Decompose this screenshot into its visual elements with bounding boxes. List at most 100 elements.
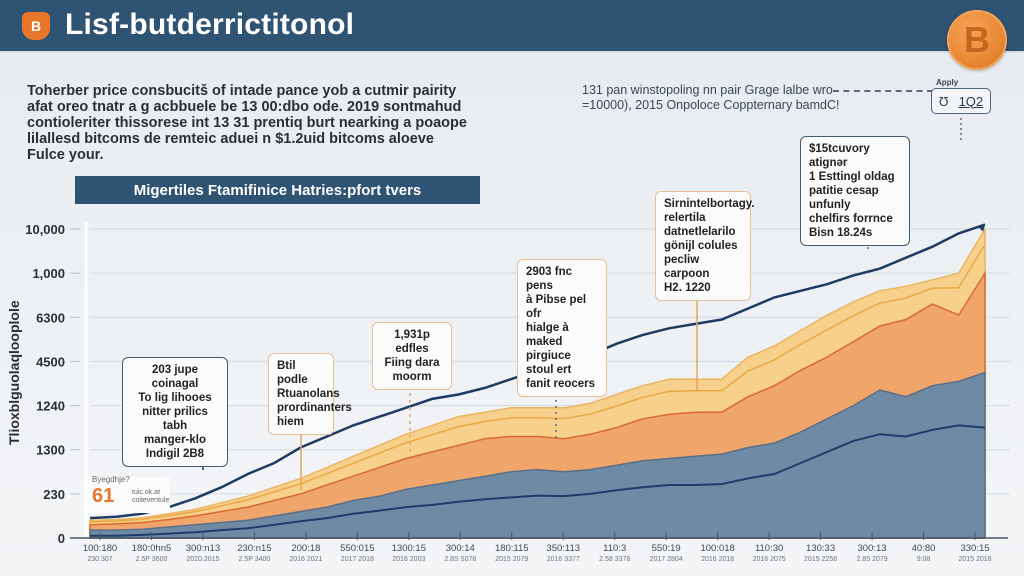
callout-line: à Pibse pel ofr (526, 294, 587, 320)
callout-line: relertila (664, 212, 706, 224)
callout-line: moorm (392, 371, 432, 383)
x-tick-sublabel: 2015 2018 (958, 556, 991, 563)
callout-line: nitter prilics tabh (142, 406, 208, 432)
right-note: 131 pan winstopoling nn pair Grage lalbe… (582, 83, 902, 113)
x-tick-label: 550:19 (652, 543, 681, 554)
badge-label: Apply (936, 78, 959, 87)
x-tick-label: 100:018 (700, 543, 734, 554)
callout-line: chelfirs forrnce (809, 213, 893, 225)
callout-line: $15tcuvory atignər (809, 143, 870, 169)
y-tick-label: 230 (43, 487, 65, 502)
callout-line: Sirnintelbortagy. (664, 198, 755, 210)
badge-value: 1Q2 (958, 93, 984, 109)
dashed-connector (833, 90, 933, 92)
x-tick-label: 330:15 (960, 543, 989, 554)
value-badge[interactable]: Ʊ 1Q2 (931, 88, 991, 114)
x-tick-label: 180:115 (495, 543, 529, 554)
x-tick-sublabel: 2016 2003 (392, 556, 425, 563)
callout-line: Rtuanolans (277, 388, 340, 400)
x-tick-label: 110:30 (755, 543, 783, 554)
page-title: Lisf-butderrictitonol (65, 8, 355, 41)
callout-line: patitie cesap unfunly (809, 185, 879, 211)
x-tick-label: 40:80 (912, 543, 936, 554)
kpi-value: 61 (92, 485, 115, 507)
callout-line: 203 jupe coinagal (151, 364, 199, 390)
callout-line: hialge à maked (526, 322, 569, 348)
y-tick-label: 1300 (36, 443, 65, 458)
x-tick-label: 1300:15 (392, 543, 426, 554)
x-tick-sublabel: 230.307 (87, 556, 112, 563)
x-tick-label: 350:113 (546, 543, 580, 554)
x-tick-sublabel: 2016 2018 (701, 556, 734, 563)
callout-line: Bisn 18.24s (809, 227, 873, 239)
y-tick-label: 1,000 (32, 266, 65, 281)
x-tick-sublabel: 2017 2804 (650, 556, 683, 563)
callout-line: To lig lihooes (138, 392, 212, 404)
chart-annotation-callout: 203 jupe coinagal To lig lihooes nitter pr… (122, 357, 228, 467)
right-note-line-2: =10000), 2015 Onpoloce Coppternary bamdC… (582, 98, 840, 112)
x-tick-label: 300:n13 (186, 543, 220, 554)
callout-line: pirgiuce stoul ert (526, 350, 572, 376)
y-tick-label: 10,000 (25, 222, 65, 237)
line-base-inner-line-navy- (90, 424, 986, 537)
callout-line: pecliw carpoon (664, 254, 710, 280)
bitcoin-shield-icon: B (22, 12, 50, 40)
refresh-icon: Ʊ (938, 93, 949, 109)
x-tick-sublabel: 2016 3377 (547, 556, 580, 563)
intro-paragraph: Toherber price consbucitš of intade panc… (27, 83, 467, 163)
callout-line: hiem (277, 416, 304, 428)
chart-annotation-callout: $15tcuvory atignər 1 Esttingl oldag patiti… (800, 136, 910, 246)
callout-line: prordinanters (277, 402, 352, 414)
x-tick-label: 200:18 (291, 543, 320, 554)
right-note-line-1: 131 pan winstopoling nn pair Grage lalbe… (582, 83, 833, 97)
x-tick-label: 300:13 (858, 543, 887, 554)
callout-line: gönijl colules (664, 240, 738, 252)
y-tick-label: 4500 (36, 354, 65, 369)
kpi-card: Byegdhje? 61 tuic.ok.at coiteventule (88, 475, 170, 513)
x-tick-label: 100:180 (83, 543, 117, 554)
x-tick-label: 110:3 (603, 543, 626, 554)
x-tick-sublabel: 2.58 3378 (599, 556, 630, 563)
chart-title: Migertiles Ftamifinice Hatries:pfort tve… (133, 181, 422, 199)
callout-line: datnetlelarilo (664, 226, 736, 238)
callout-line: 2903 fnc pens (526, 266, 573, 292)
x-tick-label: 230:n15 (237, 543, 271, 554)
chart-annotation-callout: Sirnintelbortagy. relertila datnetlelarilo… (655, 191, 755, 301)
x-tick-sublabel: 2015 2079 (495, 556, 528, 563)
x-tick-sublabel: 2.5P 3600 (136, 556, 168, 563)
kpi-description: tuic.ok.at coiteventule (132, 489, 169, 505)
x-tick-sublabel: 2.8S 5078 (444, 556, 476, 563)
callout-line: manger-klo (144, 434, 206, 446)
x-tick-label: 130:33 (806, 543, 835, 554)
chart-annotation-callout: 1,931p edfles Fiing dara moorm (372, 322, 452, 390)
callout-line: Btil podle (277, 360, 308, 386)
kpi-desc-line-2: coiteventule (132, 497, 170, 504)
x-tick-sublabel: 2016 2021 (289, 556, 322, 563)
y-tick-label: 1240 (36, 399, 65, 414)
x-tick-sublabel: 2015 2256 (804, 556, 837, 563)
kpi-desc-line-1: tuic.ok.at (132, 489, 161, 496)
price-arrow-head (978, 224, 985, 232)
y-tick-label: 6300 (36, 310, 65, 325)
chart-annotation-callout: Btil podle Rtuanolans prordinanters hiem (268, 353, 352, 435)
callout-line: 1 Esttingl oldag (809, 171, 895, 183)
bitcoin-coin-icon: B (947, 10, 1007, 70)
x-tick-label: 180:0hn5 (132, 543, 172, 554)
callout-line: H2. 1220 (664, 282, 711, 294)
x-tick-sublabel: 9:08 (917, 556, 931, 563)
kpi-label: Byegdhje? (92, 475, 130, 484)
callout-line: Fiing dara (384, 357, 440, 369)
chart-annotation-callout: 2903 fnc pens à Pibse pel ofr hialge à mak… (517, 259, 607, 397)
x-tick-sublabel: 2.5P 3400 (239, 556, 271, 563)
x-tick-sublabel: 2016 2075 (753, 556, 786, 563)
callout-line: Indigil 2B8 (145, 448, 205, 460)
callout-line: 1,931p edfles (394, 329, 430, 355)
inner-yellow-line (89, 244, 986, 523)
y-tick-label: 0 (58, 531, 65, 546)
x-tick-sublabel: 2017 2018 (341, 556, 374, 563)
x-tick-label: 300:14 (446, 543, 475, 554)
x-tick-label: 550:015 (340, 543, 374, 554)
header-bar: B Lisf-butderrictitonol (0, 0, 1024, 53)
x-tick-sublabel: 2.85 2079 (856, 556, 887, 563)
